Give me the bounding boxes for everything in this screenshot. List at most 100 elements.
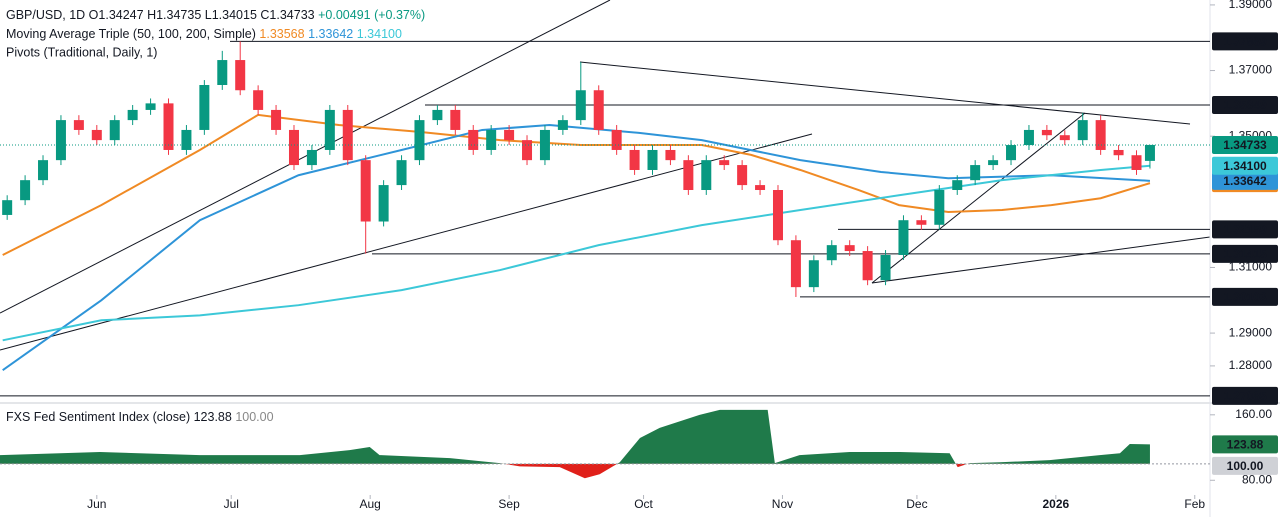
x-tick-label: Nov — [772, 497, 793, 511]
price-box-label: 1.27085 — [1223, 389, 1267, 403]
ohlc: L1.34015 — [205, 8, 257, 22]
candle-body — [952, 180, 963, 191]
candle-body — [450, 109, 461, 130]
price-box — [1212, 171, 1278, 190]
candle-body — [970, 165, 981, 181]
price-box-label: 1.37889 — [1223, 35, 1267, 49]
x-tick-label: Jun — [87, 497, 106, 511]
trend-line — [579, 61, 1191, 125]
x-tick-label: Aug — [359, 497, 380, 511]
price-box — [1212, 135, 1278, 154]
candle-body — [557, 120, 568, 130]
price-box — [1212, 456, 1278, 475]
candle-body — [163, 103, 174, 150]
candle-body — [755, 185, 766, 191]
candle-body — [701, 160, 712, 191]
candle-body — [916, 220, 927, 225]
price-box-label: 100.00 — [1227, 459, 1264, 473]
candle-body — [1006, 145, 1017, 161]
candle-body — [324, 109, 335, 150]
candle-body — [1113, 149, 1124, 156]
trend-line — [871, 236, 1210, 284]
candle-body — [1095, 120, 1106, 150]
price-box — [1212, 96, 1278, 115]
candle-body — [504, 129, 515, 141]
moving-average — [2, 113, 1151, 256]
candle-body — [38, 160, 49, 181]
candle-body — [306, 149, 317, 166]
candle-body — [360, 160, 371, 222]
ma-value: 1.34100 — [357, 27, 402, 41]
candle-body — [808, 260, 819, 288]
candle-body — [271, 109, 282, 130]
ma-value: 1.33568 — [259, 27, 304, 41]
candle-body — [665, 149, 676, 161]
price-box-label: 1.32159 — [1223, 223, 1267, 237]
candle-body — [522, 140, 533, 161]
candle-body — [91, 129, 102, 141]
candle-body — [414, 120, 425, 161]
sub-baseline: 100.00 — [235, 410, 273, 424]
x-tick-label: 2026 — [1042, 497, 1069, 511]
sub-value: 123.88 — [194, 410, 232, 424]
candle-body — [880, 254, 891, 281]
candle-body — [1131, 155, 1142, 170]
ohlc: O1.34247 — [89, 8, 144, 22]
candle-body — [468, 129, 479, 150]
area-below — [504, 463, 968, 479]
price-box — [1212, 435, 1278, 454]
area-above — [0, 409, 1150, 464]
y-tick-label: 1.29000 — [1229, 325, 1273, 339]
candle-body — [55, 120, 66, 161]
indicator-line: Moving Average Triple (50, 100, 200, Sim… — [6, 27, 402, 41]
candle-body — [719, 160, 730, 166]
x-tick-label: Sep — [498, 497, 520, 511]
price-box-label: 1.34100 — [1223, 159, 1267, 173]
candle-body — [1077, 120, 1088, 141]
candle-body — [1144, 144, 1155, 161]
x-tick-label: Dec — [906, 497, 927, 511]
price-box-label: 1.34733 — [1223, 138, 1267, 152]
candle-body — [73, 120, 84, 130]
candle-body — [2, 200, 13, 215]
candle-body — [683, 160, 694, 191]
ma-value: 1.33642 — [308, 27, 353, 41]
price-box — [1212, 220, 1278, 239]
sub-title: FXS Fed Sentiment Index (close) — [6, 410, 190, 424]
candle-body — [898, 220, 909, 255]
candle-body — [826, 245, 837, 261]
y-tick-label: 80.00 — [1242, 472, 1272, 486]
price-box — [1212, 244, 1278, 263]
y-tick-label: 1.37000 — [1229, 63, 1273, 77]
price-box-label: 1.30103 — [1223, 290, 1267, 304]
price-box — [1212, 156, 1278, 175]
y-tick-label: 1.31000 — [1229, 260, 1273, 274]
candle-body — [217, 60, 228, 85]
candle-body — [934, 190, 945, 225]
price-box-label: 123.88 — [1227, 438, 1264, 452]
candle-body — [772, 190, 783, 241]
candle-body — [844, 245, 855, 252]
sub-legend: FXS Fed Sentiment Index (close) 123.88 1… — [6, 410, 274, 424]
candle-body — [575, 90, 586, 121]
price-box — [1212, 287, 1278, 306]
price-box-label: 1.35949 — [1223, 98, 1267, 112]
moving-average — [2, 164, 1151, 342]
candle-body — [199, 84, 210, 130]
candle-body — [1059, 135, 1070, 141]
x-tick-label: Oct — [634, 497, 653, 511]
candle-body — [629, 149, 640, 170]
candle-body — [611, 129, 622, 150]
main-clip-group — [0, 40, 1210, 397]
price-box-label: 1.33642 — [1223, 174, 1267, 188]
candle-body — [20, 180, 31, 201]
y-tick-label: 1.28000 — [1229, 358, 1273, 372]
indicator: Moving Average Triple (50, 100, 200, Sim… — [6, 27, 256, 41]
candle-body — [288, 129, 299, 166]
price-box — [1212, 32, 1278, 51]
candle-body — [127, 109, 138, 121]
price-box — [1212, 386, 1278, 405]
